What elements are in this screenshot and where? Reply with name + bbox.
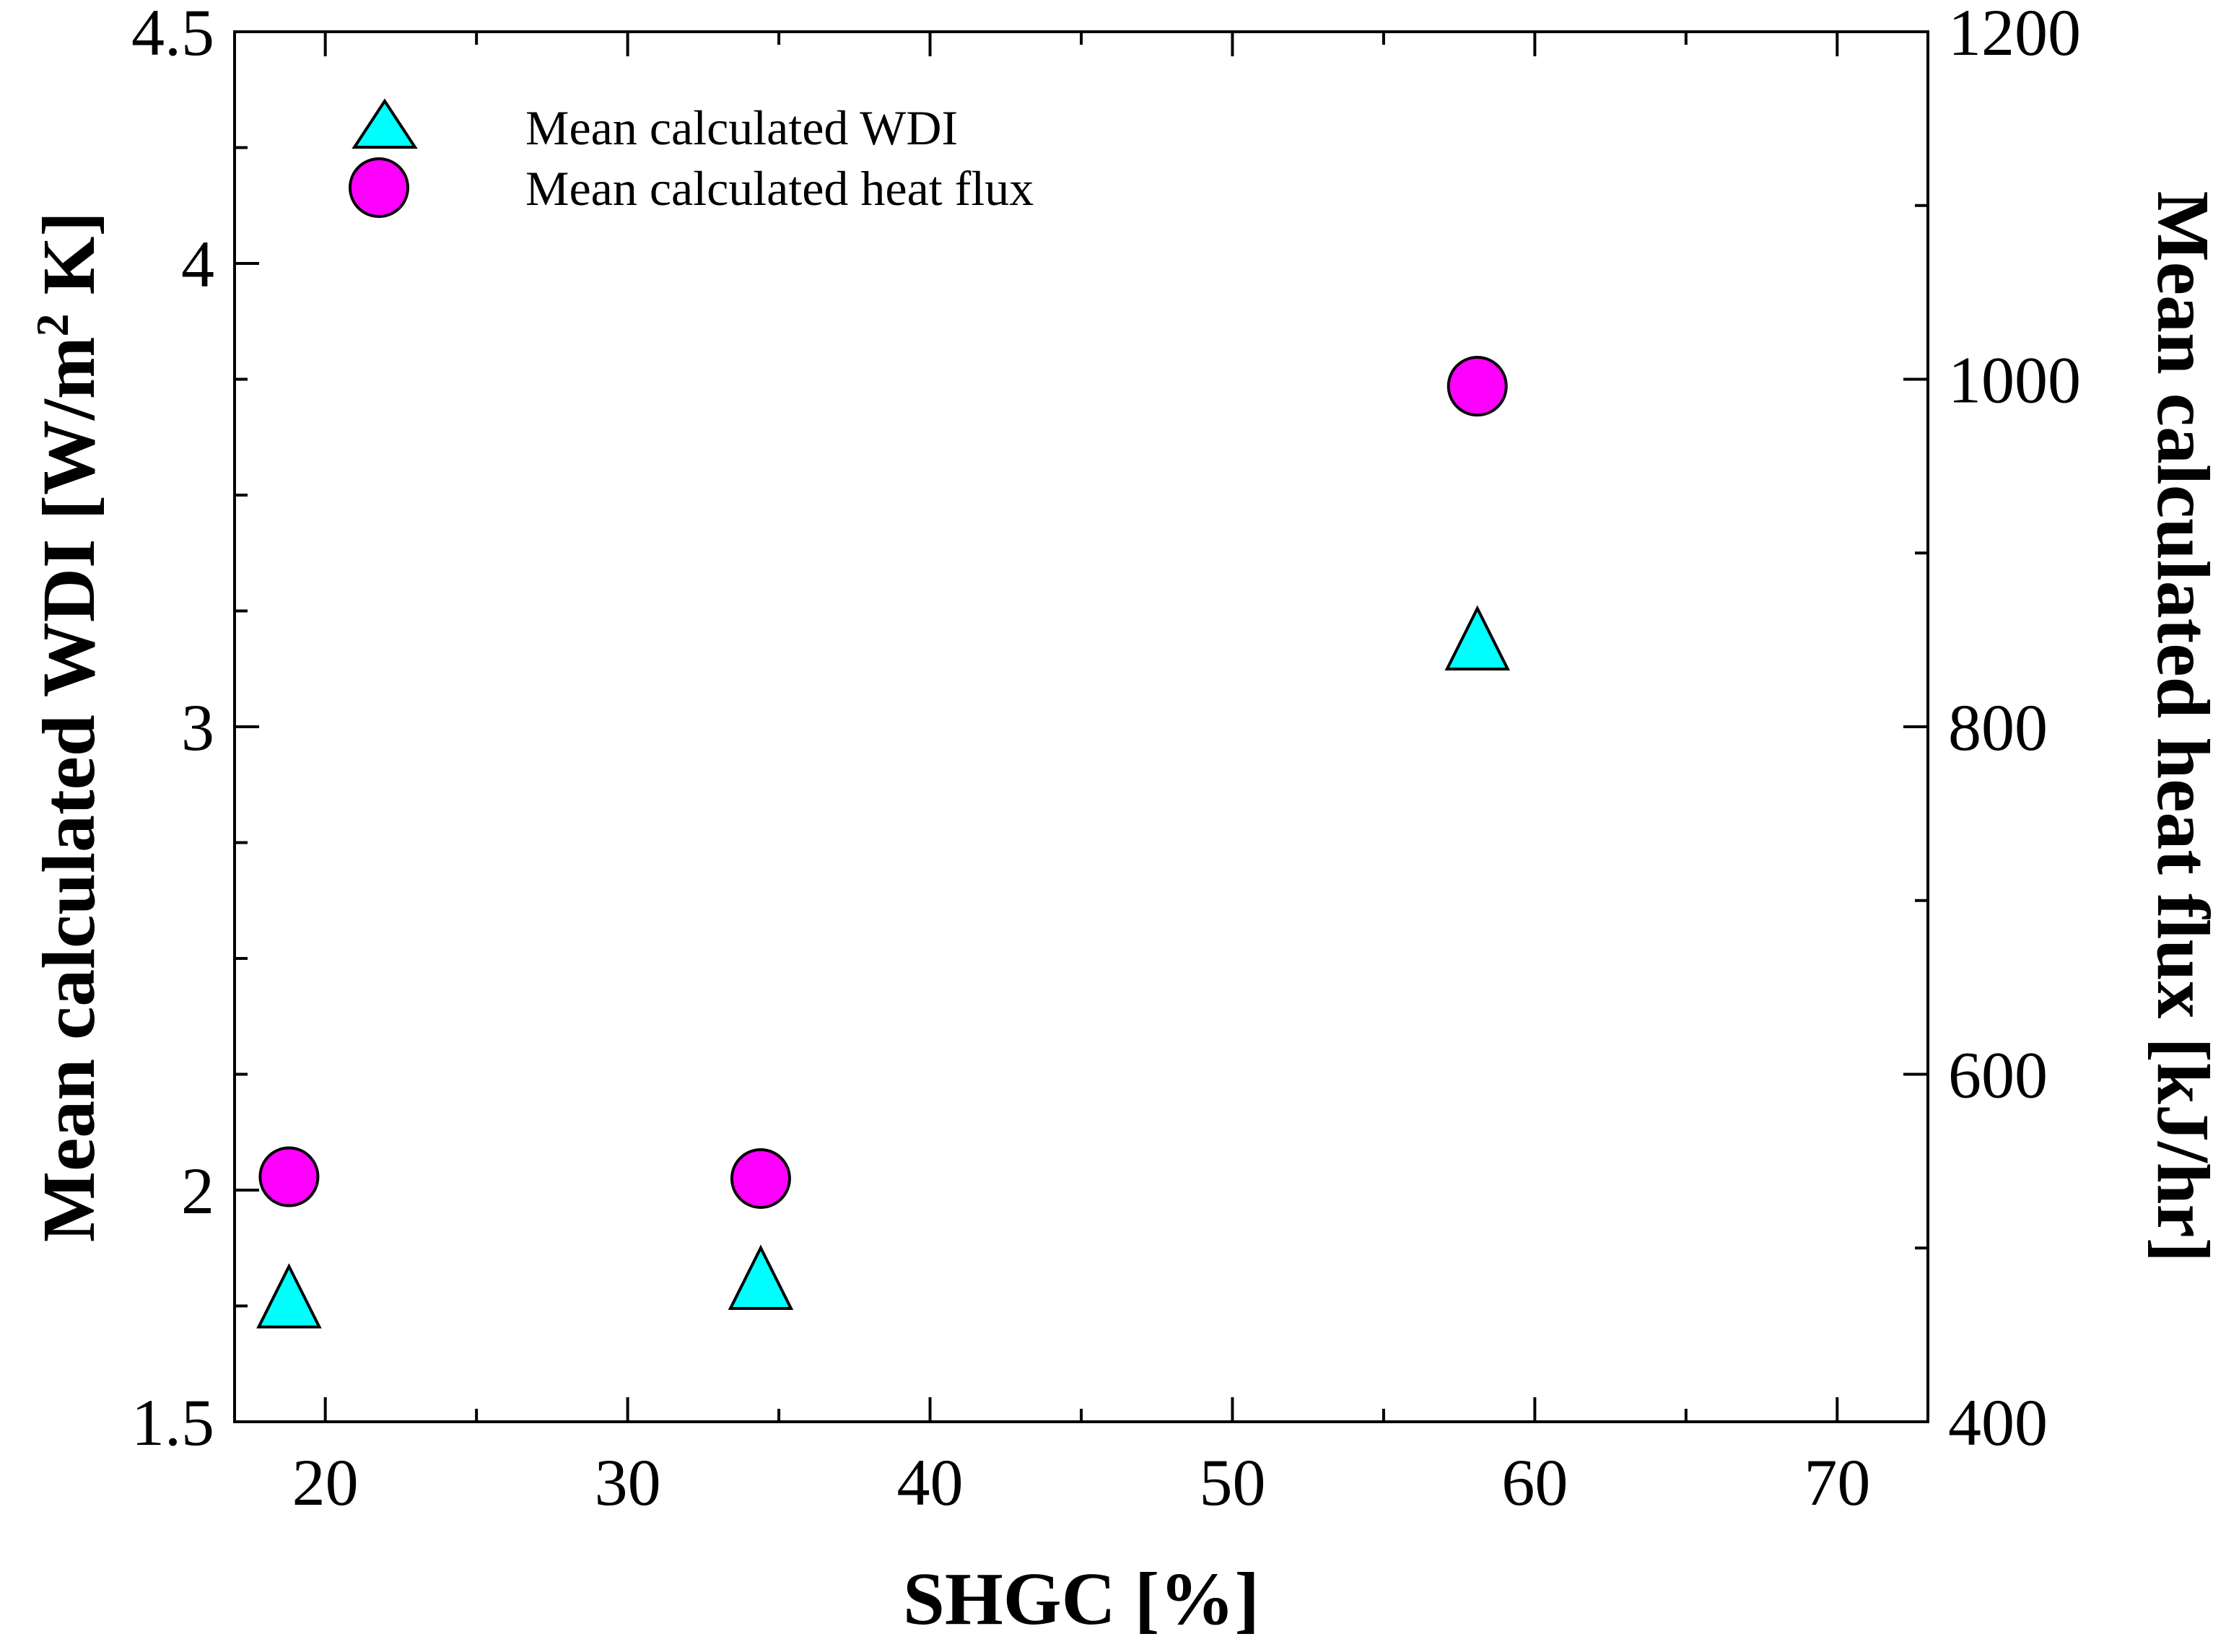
right-y-tick-label: 1200	[1948, 0, 2081, 69]
wdi-data-point	[256, 1263, 322, 1329]
x-axis-title: SHGC [%]	[903, 1557, 1260, 1640]
x-tick-label: 60	[1501, 1446, 1568, 1519]
x-tick-label: 40	[897, 1446, 964, 1519]
legend: Mean calculated WDI Mean calculated heat…	[349, 98, 1034, 218]
right-y-tick-label: 400	[1948, 1386, 2048, 1459]
left-y-axis-title: Mean calculated WDI [W/m2 K]	[27, 211, 110, 1242]
legend-heat-flux-label: Mean calculated heat flux	[525, 161, 1034, 216]
left-y-tick-label: 4	[181, 227, 214, 301]
legend-wdi-label: Mean calculated WDI	[525, 100, 958, 155]
x-axis-ticks: 20 30 40 50 60 70	[292, 32, 1870, 1519]
heat-flux-data-point	[730, 1148, 791, 1209]
wdi-data-point	[728, 1244, 794, 1310]
right-y-axis-title: Mean calculated heat flux [kJ/hr]	[2142, 191, 2225, 1263]
legend-heat-flux-circle-marker	[349, 157, 409, 218]
plot-frame	[233, 30, 1929, 1423]
left-y-tick-label: 3	[181, 691, 214, 764]
heat-flux-data-point	[1446, 356, 1508, 417]
x-tick-label: 20	[292, 1446, 359, 1519]
right-y-tick-label: 1000	[1948, 344, 2081, 417]
wdi-data-point	[1444, 605, 1511, 671]
right-y-axis-ticks: 400 600 800 1000 1200	[1903, 0, 2081, 1459]
left-y-tick-label: 2	[181, 1154, 214, 1228]
legend-wdi-triangle-marker	[352, 98, 418, 149]
left-y-tick-label: 4.5	[131, 0, 214, 69]
right-y-tick-label: 800	[1948, 691, 2048, 764]
x-tick-label: 70	[1804, 1446, 1870, 1519]
right-y-tick-label: 600	[1948, 1039, 2048, 1112]
left-y-tick-label: 1.5	[131, 1386, 214, 1459]
heat-flux-data-point	[258, 1146, 320, 1207]
data-markers	[256, 356, 1511, 1329]
x-tick-label: 30	[595, 1446, 661, 1519]
x-tick-label: 50	[1199, 1446, 1265, 1519]
left-y-axis-ticks: 1.5 2 3 4 4.5	[131, 0, 259, 1459]
